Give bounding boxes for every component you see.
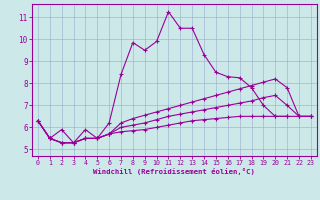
X-axis label: Windchill (Refroidissement éolien,°C): Windchill (Refroidissement éolien,°C): [93, 168, 255, 175]
